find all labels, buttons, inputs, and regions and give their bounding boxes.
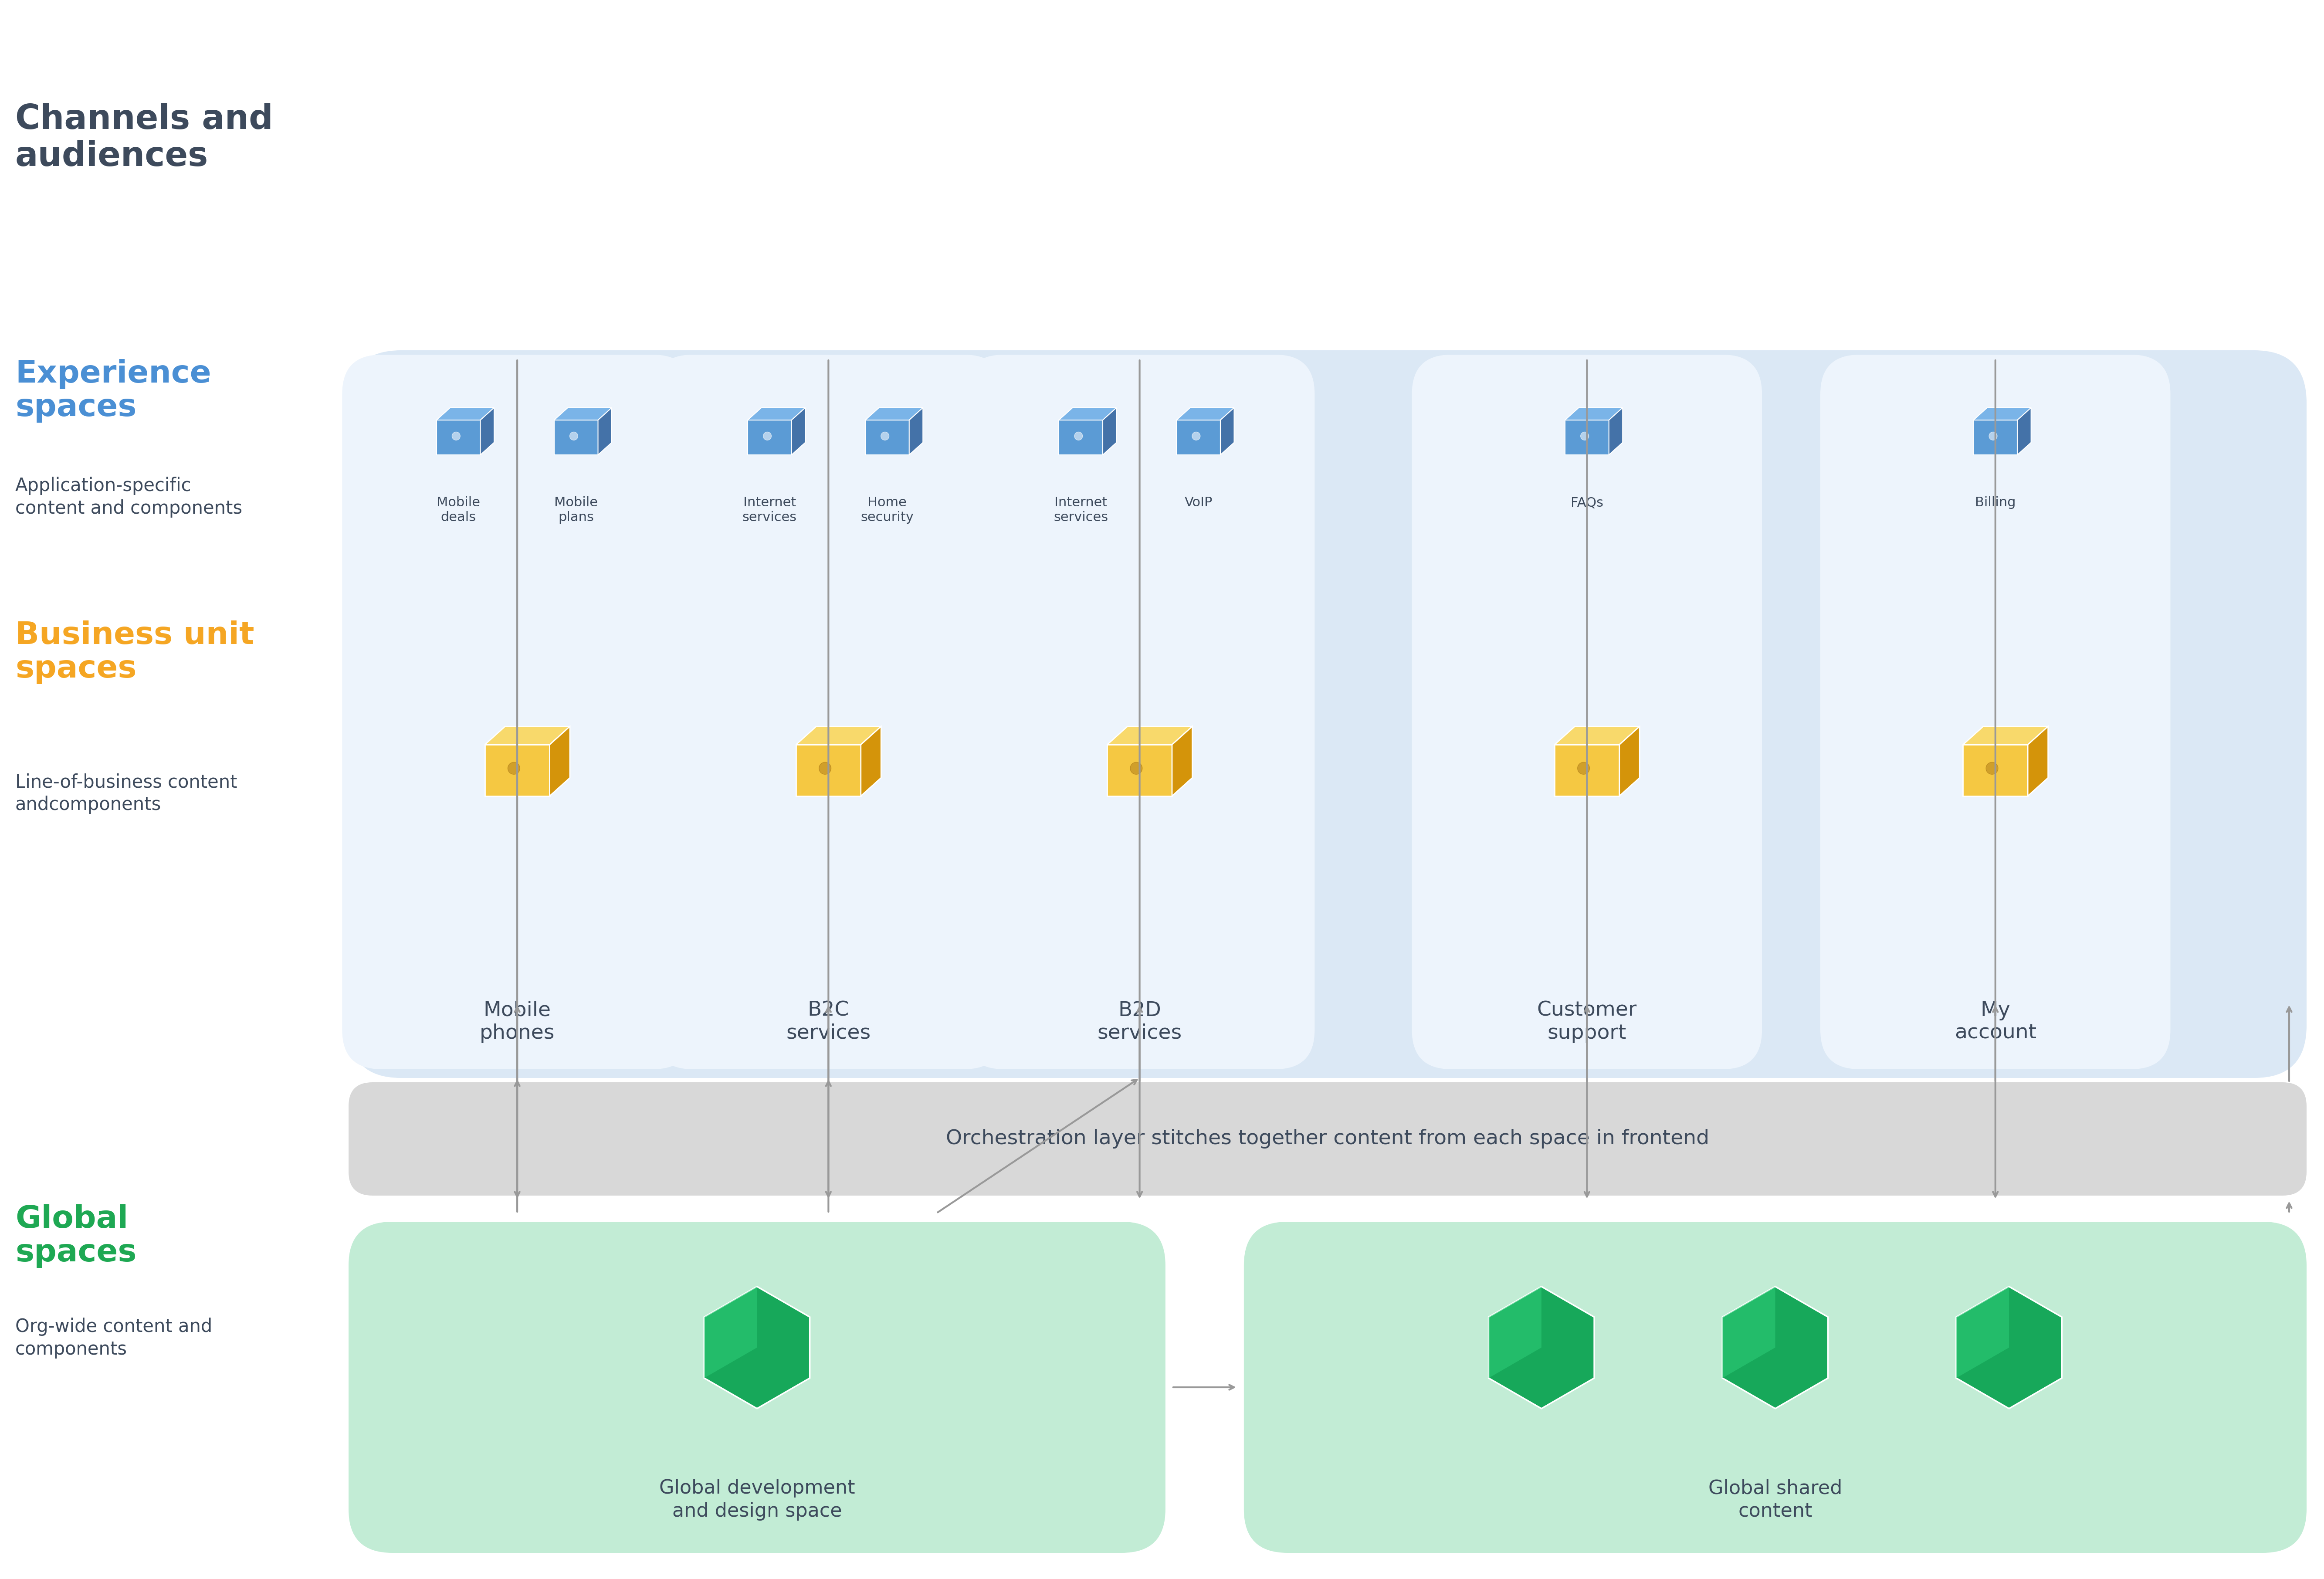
Polygon shape [797,745,860,796]
Polygon shape [1176,407,1234,420]
Polygon shape [486,745,551,796]
Circle shape [1580,433,1590,441]
FancyBboxPatch shape [1413,355,1762,1069]
Text: B2C
services: B2C services [786,1001,872,1044]
Text: VoIP: VoIP [1185,496,1213,508]
Polygon shape [909,407,923,455]
Text: Global development
and design space: Global development and design space [660,1480,855,1521]
Polygon shape [481,407,495,455]
Text: Mobile
plans: Mobile plans [553,496,597,524]
Polygon shape [553,420,597,455]
Polygon shape [1060,407,1116,420]
Text: Line-of-business content
andcomponents: Line-of-business content andcomponents [16,774,237,813]
Polygon shape [1060,420,1104,455]
Polygon shape [1176,420,1220,455]
Text: Orchestration layer stitches together content from each space in frontend: Orchestration layer stitches together co… [946,1129,1708,1150]
Polygon shape [704,1287,809,1408]
Circle shape [818,763,832,774]
Polygon shape [1957,1287,2061,1408]
FancyBboxPatch shape [349,351,2308,1078]
Polygon shape [1608,407,1622,455]
Polygon shape [1973,407,2031,420]
Polygon shape [1490,1287,1594,1408]
Circle shape [507,763,521,774]
Circle shape [1989,433,1996,441]
Text: Home
security: Home security [860,496,913,524]
Circle shape [1578,763,1590,774]
Polygon shape [1555,745,1620,796]
Text: Channels and
audiences: Channels and audiences [16,103,274,172]
Text: Business unit
spaces: Business unit spaces [16,621,253,684]
Polygon shape [1964,745,2029,796]
Text: Mobile
deals: Mobile deals [437,496,481,524]
Circle shape [451,433,460,441]
Polygon shape [704,1287,758,1378]
Polygon shape [1620,726,1641,796]
Polygon shape [1722,1287,1829,1408]
FancyBboxPatch shape [1243,1222,2308,1552]
FancyBboxPatch shape [342,355,693,1069]
Polygon shape [2029,726,2047,796]
Circle shape [1192,433,1199,441]
Polygon shape [1564,407,1622,420]
Text: Billing: Billing [1975,496,2015,508]
Polygon shape [797,726,881,745]
Text: Mobile
phones: Mobile phones [479,1001,555,1044]
Polygon shape [1964,726,2047,745]
Text: Internet
services: Internet services [741,496,797,524]
Text: Internet
services: Internet services [1053,496,1109,524]
Polygon shape [865,420,909,455]
Text: Customer
support: Customer support [1536,1001,1636,1044]
Polygon shape [1106,745,1171,796]
Polygon shape [1171,726,1192,796]
Circle shape [762,433,772,441]
Text: Global shared
content: Global shared content [1708,1480,1843,1521]
Text: B2D
services: B2D services [1097,1001,1183,1044]
Polygon shape [597,407,611,455]
Circle shape [569,433,579,441]
Polygon shape [1106,726,1192,745]
Circle shape [1074,433,1083,441]
Polygon shape [1722,1287,1776,1378]
Circle shape [1129,763,1143,774]
Text: Org-wide content and
components: Org-wide content and components [16,1317,211,1358]
FancyBboxPatch shape [349,1082,2308,1195]
Polygon shape [748,420,792,455]
Polygon shape [1957,1287,2008,1378]
Text: Global
spaces: Global spaces [16,1205,137,1268]
FancyBboxPatch shape [1820,355,2171,1069]
Polygon shape [1490,1287,1541,1378]
FancyBboxPatch shape [964,355,1315,1069]
Polygon shape [792,407,806,455]
FancyBboxPatch shape [653,355,1004,1069]
Circle shape [881,433,890,441]
Polygon shape [748,407,806,420]
Polygon shape [865,407,923,420]
Circle shape [1987,763,1999,774]
Polygon shape [860,726,881,796]
Polygon shape [437,407,495,420]
Polygon shape [2017,407,2031,455]
Text: Application-specific
content and components: Application-specific content and compone… [16,477,242,518]
Text: Experience
spaces: Experience spaces [16,358,211,423]
Polygon shape [1555,726,1641,745]
Polygon shape [553,407,611,420]
Polygon shape [1973,420,2017,455]
Text: FAQs: FAQs [1571,496,1604,508]
Polygon shape [437,420,481,455]
Polygon shape [1220,407,1234,455]
Polygon shape [486,726,569,745]
Polygon shape [551,726,569,796]
Text: My
account: My account [1954,1001,2036,1044]
FancyBboxPatch shape [349,1222,1164,1552]
Polygon shape [1564,420,1608,455]
Polygon shape [1104,407,1116,455]
